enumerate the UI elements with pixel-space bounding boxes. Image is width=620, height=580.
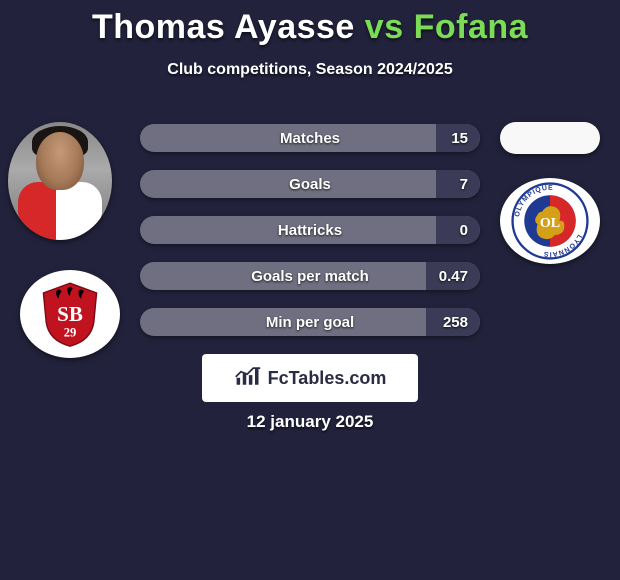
branding-badge: FcTables.com	[202, 354, 418, 402]
bar-val-right: 0.47	[439, 262, 468, 290]
comparison-bars: Matches 15 Goals 7 Hattricks 0 Goals per…	[140, 124, 480, 354]
bar-row: Goals 7	[140, 170, 480, 198]
club2-badge: OLYMPIQUE LYONNAIS OL	[500, 178, 600, 264]
title-vs: vs	[365, 8, 404, 46]
bar-val-right: 0	[460, 216, 468, 244]
bar-val-right: 7	[460, 170, 468, 198]
bar-chart-icon	[234, 365, 262, 392]
svg-text:OL: OL	[540, 215, 560, 231]
club1-badge: SB 29	[20, 270, 120, 358]
bar-label: Goals	[140, 170, 480, 198]
title-player2: Fofana	[414, 8, 528, 46]
photo-jersey	[18, 182, 102, 240]
bar-label: Matches	[140, 124, 480, 152]
player1-photo	[8, 122, 112, 240]
branding-text: FcTables.com	[268, 368, 387, 389]
date-text: 12 january 2025	[0, 412, 620, 432]
subtitle: Club competitions, Season 2024/2025	[0, 61, 620, 79]
bar-val-right: 15	[451, 124, 468, 152]
bar-row: Hattricks 0	[140, 216, 480, 244]
club2-badge-svg: OLYMPIQUE LYONNAIS OL	[511, 182, 589, 260]
svg-text:SB: SB	[57, 302, 83, 326]
bar-label: Min per goal	[140, 308, 480, 336]
bar-row: Goals per match 0.47	[140, 262, 480, 290]
page-title: Thomas Ayasse vs Fofana	[0, 0, 620, 47]
player2-photo	[500, 122, 600, 154]
club1-badge-svg: SB 29	[35, 279, 105, 349]
bar-row: Min per goal 258	[140, 308, 480, 336]
bar-label: Hattricks	[140, 216, 480, 244]
bar-val-right: 258	[443, 308, 468, 336]
bar-row: Matches 15	[140, 124, 480, 152]
svg-text:29: 29	[64, 325, 77, 339]
photo-head	[36, 132, 84, 190]
bar-label: Goals per match	[140, 262, 480, 290]
title-player1: Thomas Ayasse	[92, 8, 355, 46]
